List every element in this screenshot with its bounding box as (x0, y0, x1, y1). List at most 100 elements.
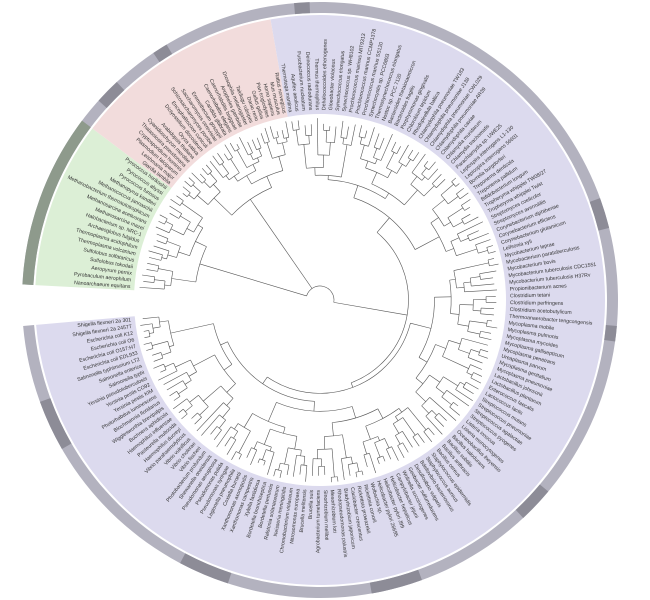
branch (176, 195, 184, 202)
branch (303, 456, 306, 466)
branch (395, 431, 403, 436)
branch (152, 326, 161, 329)
branch (418, 357, 428, 363)
branch (315, 174, 342, 178)
branch (237, 423, 251, 432)
branch (478, 354, 488, 359)
branch (278, 463, 281, 471)
branch (198, 395, 209, 407)
branch (447, 207, 464, 218)
branch (194, 417, 202, 425)
clade-sector (35, 128, 172, 291)
branch (440, 183, 454, 196)
branch (178, 408, 184, 413)
branch (182, 380, 188, 389)
branch (467, 349, 472, 358)
branch (436, 179, 446, 188)
branch (300, 464, 307, 466)
branch (450, 237, 460, 242)
leaf-label: Synechococcus elongatus (335, 50, 347, 111)
branch (286, 464, 290, 476)
ring-segment (98, 82, 125, 108)
branch (163, 371, 187, 385)
branch (279, 470, 282, 478)
leaf-label: Deinococcus radiodurans (304, 52, 313, 111)
branch (233, 176, 238, 182)
branch (402, 431, 413, 448)
branch (425, 415, 443, 435)
branch (148, 330, 151, 337)
branch (317, 118, 319, 155)
clade-sector (92, 19, 288, 189)
branch (148, 257, 162, 261)
branch (169, 212, 179, 219)
branch (184, 380, 192, 385)
branch (196, 402, 224, 432)
branch (487, 320, 493, 322)
branch (411, 153, 426, 173)
branch (459, 192, 469, 200)
branch (350, 124, 356, 146)
branch (396, 146, 401, 154)
branch (173, 396, 181, 401)
branch (262, 449, 267, 460)
branch (234, 423, 239, 430)
branch (164, 362, 174, 368)
branch (178, 251, 190, 257)
ring-band (22, 120, 91, 285)
branch (219, 419, 226, 429)
branch (440, 194, 449, 205)
branch (415, 377, 424, 385)
branch (423, 185, 435, 197)
branch (230, 426, 238, 432)
branch (201, 414, 220, 436)
branch (214, 354, 236, 384)
branch (243, 413, 253, 428)
branch (170, 228, 184, 236)
branch (450, 241, 457, 256)
branch (158, 370, 178, 381)
branch (489, 263, 499, 267)
branch (453, 262, 489, 271)
branch (275, 137, 279, 145)
branch (190, 182, 195, 187)
branch (428, 427, 435, 436)
clade-sector (36, 15, 605, 585)
branch (266, 142, 273, 159)
branch (163, 364, 167, 370)
branch (281, 130, 285, 139)
branch (188, 194, 195, 200)
branch (470, 276, 481, 279)
branch (161, 257, 167, 260)
branch (165, 221, 173, 226)
branch (277, 141, 288, 145)
branch (171, 278, 196, 283)
branch (487, 258, 495, 261)
branch (341, 458, 345, 480)
branch (417, 433, 425, 443)
branch (342, 434, 347, 458)
branch (463, 281, 471, 284)
branch (384, 438, 390, 449)
branch (278, 156, 284, 171)
branch (231, 187, 272, 216)
branch (191, 172, 203, 184)
branch (329, 142, 331, 156)
branch (224, 436, 232, 447)
branch (181, 413, 188, 420)
branch (411, 172, 423, 181)
branch (421, 176, 426, 181)
branch (143, 281, 155, 283)
branch (263, 460, 266, 466)
branch (438, 412, 447, 421)
branch (462, 382, 467, 388)
branch (268, 402, 277, 422)
branch (460, 381, 465, 386)
branch (412, 436, 420, 447)
branch (186, 398, 193, 406)
branch (358, 125, 363, 137)
leaf-label: Propionibacterium acnes (510, 283, 568, 292)
branch (453, 402, 459, 407)
branch (470, 372, 474, 379)
branch (460, 237, 469, 242)
